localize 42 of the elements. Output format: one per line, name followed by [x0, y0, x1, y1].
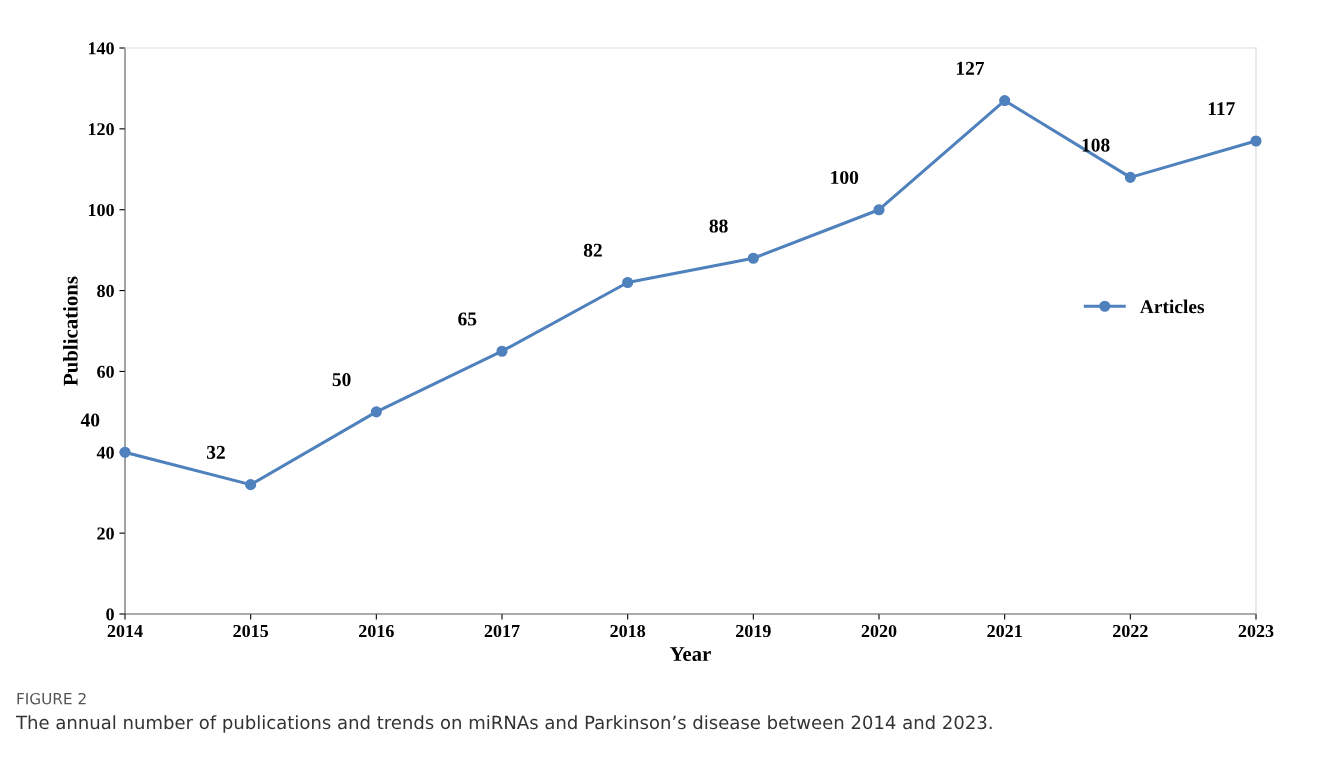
data-label: 50	[332, 373, 351, 387]
data-label: 100	[831, 170, 859, 185]
y-tick-label: 100	[88, 203, 114, 217]
x-axis-title: Year	[670, 647, 711, 662]
point	[747, 252, 759, 264]
legend-label: Articles	[1139, 299, 1205, 314]
data-label: 88	[709, 219, 728, 233]
y-tick-label: 20	[97, 527, 114, 540]
x-tick-label: 2023	[1238, 624, 1274, 638]
data-label: 117	[1208, 102, 1235, 116]
data-label: 65	[458, 312, 477, 326]
x-tick-label: 2015	[233, 624, 269, 638]
point	[1124, 171, 1136, 183]
point	[1250, 135, 1262, 147]
x-tick-label: 2021	[987, 624, 1022, 638]
x-tick-label: 2016	[359, 624, 394, 638]
y-tick-label: 120	[88, 123, 114, 136]
x-tick-label: 2018	[610, 624, 646, 638]
data-label: 82	[583, 243, 602, 257]
x-tick-label: 2022	[1113, 624, 1148, 638]
x-tick-label: 2014	[107, 624, 143, 638]
point	[496, 345, 508, 357]
point	[370, 406, 382, 418]
x-tick-label: 2019	[736, 624, 771, 638]
y-tick-label: 0	[106, 608, 114, 621]
text: The annual number of publications and trends on miRNAs and Parkinson’s disease between 2014 and 2023.	[15, 715, 992, 733]
point	[245, 479, 257, 491]
caption: FIGURE 2	[17, 692, 86, 705]
x-tick-label: 2017	[484, 624, 520, 638]
data-label: 127	[956, 61, 985, 75]
y-tick-label: 40	[96, 446, 114, 459]
y-tick-label: 140	[88, 42, 114, 55]
point	[999, 95, 1011, 107]
data-label: 108	[1082, 138, 1110, 152]
data-label: 32	[206, 445, 225, 459]
point	[873, 204, 885, 216]
y-tick-label: 80	[97, 284, 114, 298]
y-axis-title: Publications	[63, 276, 78, 386]
x-tick-label: 2020	[861, 624, 897, 638]
point	[622, 276, 634, 289]
y-tick-label: 60	[97, 365, 114, 378]
point	[119, 446, 131, 458]
